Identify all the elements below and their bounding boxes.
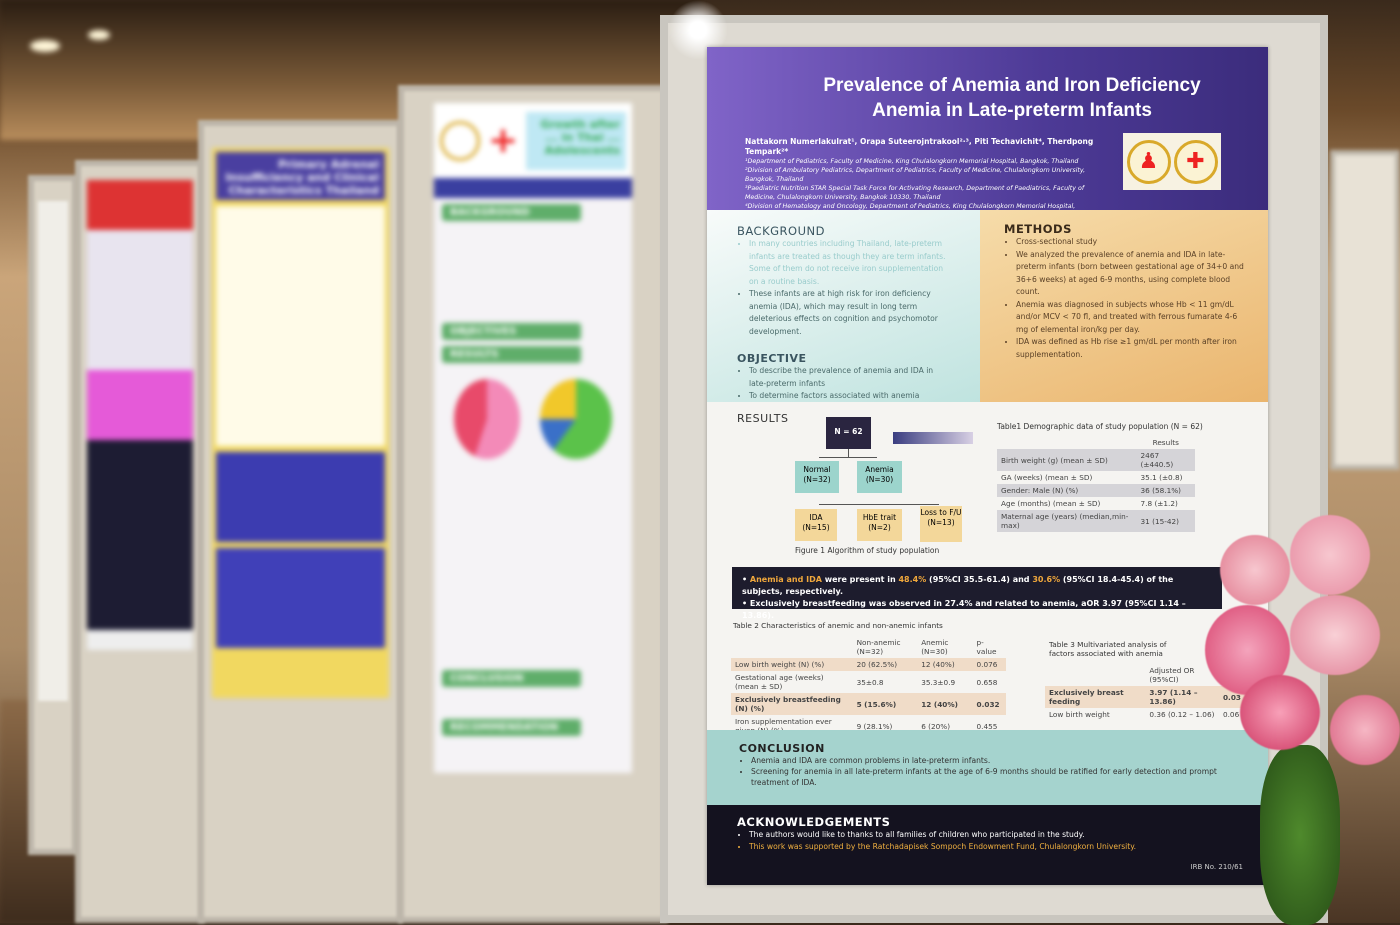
table1: Results Birth weight (g) (mean ± SD) 2467… [997, 436, 1195, 532]
poster-section: OBJECTIVES [442, 323, 581, 340]
poster-section: RESULTS [442, 346, 581, 363]
poster: + Growth after ... in Thai ... Adolescen… [434, 103, 632, 773]
list-item: To describe the prevalence of anemia and… [749, 365, 950, 390]
table-row: Birth weight (g) (mean ± SD) 2467 (±440.5… [997, 449, 1195, 471]
flow-total: N = 62 [826, 417, 871, 449]
irb-number: IRB No. 210/61 [1190, 863, 1243, 871]
list-item: Cross-sectional study [1016, 236, 1244, 249]
table-row: Maternal age (years) (median,min-max) 31 … [997, 510, 1195, 532]
table3-title: Table 3 Multivariated analysis of factor… [1049, 640, 1167, 658]
poster-section: CONCLUSION [442, 670, 581, 687]
affiliation: ³Paediatric Nutrition STAR Special Task … [745, 185, 1085, 201]
flower-bouquet [1200, 505, 1400, 925]
list-item: These infants are at high risk for iron … [749, 288, 950, 338]
table-row: Low birth weight 0.36 (0.12 – 1.06) 0.06 [1049, 710, 1240, 719]
list-item: IDA was defined as Hb rise ≥1 gm/dL per … [1016, 336, 1244, 361]
results-section: RESULTS N = 62 Normal (N=32) Anemia (N=3… [707, 402, 1268, 735]
poster [87, 180, 193, 650]
poster-title: Primary Adrenal Insufficiency and Clinic… [216, 152, 385, 200]
poster-title: Prevalence of Anemia and Iron Deficiency… [823, 75, 1201, 121]
table-row: Gestational age (weeks) (mean ± SD) 35±0.… [735, 673, 998, 691]
poster-board [28, 175, 78, 855]
poster-board [1330, 150, 1400, 470]
results-heading: RESULTS [737, 412, 789, 425]
flow-anemia: Anemia (N=30) [857, 461, 902, 493]
objective-heading: OBJECTIVE [737, 352, 807, 365]
list-item: This work was supported by the Ratchadap… [749, 841, 1238, 853]
table-header: Results [1152, 438, 1179, 447]
poster: Primary Adrenal Insufficiency and Clinic… [212, 148, 389, 698]
poster-section: BACKGROUND [442, 204, 581, 221]
conclusion-section: CONCLUSION Anemia and IDA are common pro… [707, 730, 1268, 805]
table-row: Gender: Male (N) (%) 36 (58.1%) [997, 484, 1195, 497]
affiliation: ²Division of Ambulatory Pediatrics, Depa… [745, 167, 1086, 183]
poster-board: Primary Adrenal Insufficiency and Clinic… [198, 120, 403, 923]
table-row: Exclusively breastfeeding (N) (%) 5 (15.6… [731, 693, 1006, 715]
arrow-icon [893, 432, 973, 444]
list-item: The authors would like to thanks to all … [749, 829, 1238, 841]
figure-caption: Figure 1 Algorithm of study population [795, 546, 940, 555]
list-item: In many countries including Thailand, la… [749, 238, 950, 288]
table-row: Age (months) (mean ± SD) 7.8 (±1.2) [1001, 499, 1178, 508]
red-cross-icon: ✚ [1173, 139, 1218, 184]
table1-title: Table1 Demographic data of study populat… [997, 422, 1203, 431]
university-seal-icon: ♟ [1126, 139, 1171, 184]
table-row: Exclusively breast feeding 3.97 (1.14 – 1… [1045, 686, 1245, 708]
background-section: BACKGROUND In many countries including T… [707, 210, 980, 402]
acknowledgements-section: ACKNOWLEDGEMENTS The authors would like … [707, 805, 1268, 885]
affiliation: ¹Department of Pediatrics, Faculty of Me… [745, 158, 1079, 165]
ceiling-light [30, 40, 60, 52]
methods-section: METHODS Cross-sectional study We analyze… [980, 210, 1268, 402]
key-findings-banner: • Anemia and IDA were present in 48.4% (… [732, 567, 1222, 620]
poster-title: Growth after ... in Thai ... Adolescents [526, 111, 626, 170]
table2: Non-anemic (N=32) Anemic (N=30) p-value Lo… [731, 636, 1006, 737]
table2-title: Table 2 Characteristics of anemic and no… [733, 621, 943, 630]
ceiling-light [88, 30, 110, 40]
poster-board [75, 160, 205, 923]
list-item: To determine factors associated with ane… [749, 390, 950, 403]
flow-hbe-trait: HbE trait (N=2) [857, 509, 902, 541]
acknowledgements-heading: ACKNOWLEDGEMENTS [737, 815, 891, 829]
table-row: GA (weeks) (mean ± SD) 35.1 (±0.8) [1001, 473, 1183, 482]
authors: Nattakorn Numerlakulrat¹, Orapa Suteeroj… [745, 137, 1105, 220]
poster-board: + Growth after ... in Thai ... Adolescen… [398, 85, 668, 923]
flow-normal: Normal (N=32) [795, 461, 839, 493]
background-heading: BACKGROUND [737, 224, 825, 238]
flow-loss-to-followup: Loss to F/U (N=13) [920, 506, 962, 542]
list-item: Anemia and IDA are common problems in la… [751, 755, 1236, 766]
list-item: Anemia was diagnosed in subjects whose H… [1016, 299, 1244, 337]
conclusion-heading: CONCLUSION [739, 742, 825, 755]
list-item: We analyzed the prevalence of anemia and… [1016, 249, 1244, 299]
list-item: Screening for anemia in all late-preterm… [751, 766, 1236, 788]
methods-heading: METHODS [1004, 222, 1072, 236]
flow-ida: IDA (N=15) [795, 509, 837, 541]
author-list: Nattakorn Numerlakulrat¹, Orapa Suteeroj… [745, 137, 1094, 156]
main-poster: Prevalence of Anemia and Iron Deficiency… [707, 47, 1268, 885]
poster-header: Prevalence of Anemia and Iron Deficiency… [707, 47, 1268, 219]
table-row: Low birth weight (N) (%) 20 (62.5%) 12 (40… [731, 658, 1006, 671]
institution-logos: ♟ ✚ [1123, 133, 1221, 190]
poster-section: RECOMMENDATION [442, 719, 581, 736]
